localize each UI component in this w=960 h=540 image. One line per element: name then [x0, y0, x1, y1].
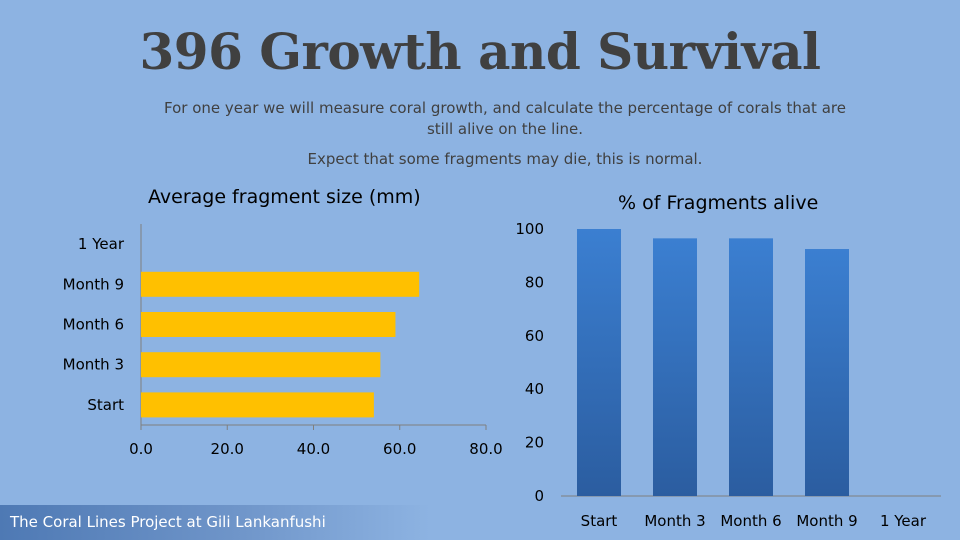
- column-chart-y-tick-label: 60: [525, 327, 544, 345]
- bar-chart-category-label: Month 3: [63, 356, 124, 374]
- column-chart-title: % of Fragments alive: [618, 192, 819, 214]
- footer-band: [0, 505, 430, 540]
- bar-chart-x-tick-label: 80.0: [469, 440, 502, 458]
- column-chart-bar: [577, 229, 621, 496]
- bar-chart-x-tick-label: 20.0: [211, 440, 244, 458]
- subtitle: For one year we will measure coral growt…: [164, 99, 846, 138]
- bar-chart-bar: [141, 392, 374, 418]
- page-title: 396 Growth and Survival: [139, 22, 821, 81]
- average-size-bar-chart: 0.0 20.0 40.0 60.0 80.0 Start Month 3 Month 6 Mo…: [63, 224, 503, 458]
- bar-chart-category-label: Start: [87, 396, 124, 414]
- bar-chart-title: Average fragment size (mm): [148, 186, 421, 208]
- bar-chart-bar: [141, 312, 396, 337]
- bar-chart-x-tick-label: 40.0: [297, 440, 330, 458]
- column-chart-category-label: 1 Year: [880, 512, 927, 530]
- footer-text: The Coral Lines Project at Gili Lankanfu…: [10, 513, 326, 531]
- column-chart-y-tick-label: 100: [515, 220, 544, 238]
- alive-column-chart: 0 20 40 60 80 100 Start Month 3 Month 6 Month 9 1 …: [515, 220, 941, 530]
- column-chart-bar: [729, 238, 773, 496]
- column-chart-bar: [653, 238, 697, 496]
- column-chart-y-tick-label: 0: [534, 487, 544, 505]
- bar-chart-category-label: 1 Year: [78, 235, 125, 253]
- column-chart-y-tick-label: 20: [525, 434, 544, 452]
- bar-chart-category-label: Month 9: [63, 275, 124, 293]
- subtitle-note: Expect that some fragments may die, this…: [307, 150, 703, 168]
- column-chart-y-tick-label: 80: [525, 273, 544, 291]
- bar-chart-x-tick-label: 0.0: [129, 440, 153, 458]
- column-chart-y-tick-label: 40: [525, 380, 544, 398]
- bar-chart-bar: [141, 352, 381, 378]
- column-chart-category-label: Month 3: [644, 512, 705, 530]
- column-chart-category-label: Month 9: [796, 512, 857, 530]
- column-chart-category-label: Month 6: [720, 512, 781, 530]
- bar-chart-bar: [141, 271, 420, 297]
- column-chart-bar: [805, 249, 849, 496]
- column-chart-category-label: Start: [581, 512, 618, 530]
- bar-chart-category-label: Month 6: [63, 316, 124, 334]
- bar-chart-x-tick-label: 60.0: [383, 440, 416, 458]
